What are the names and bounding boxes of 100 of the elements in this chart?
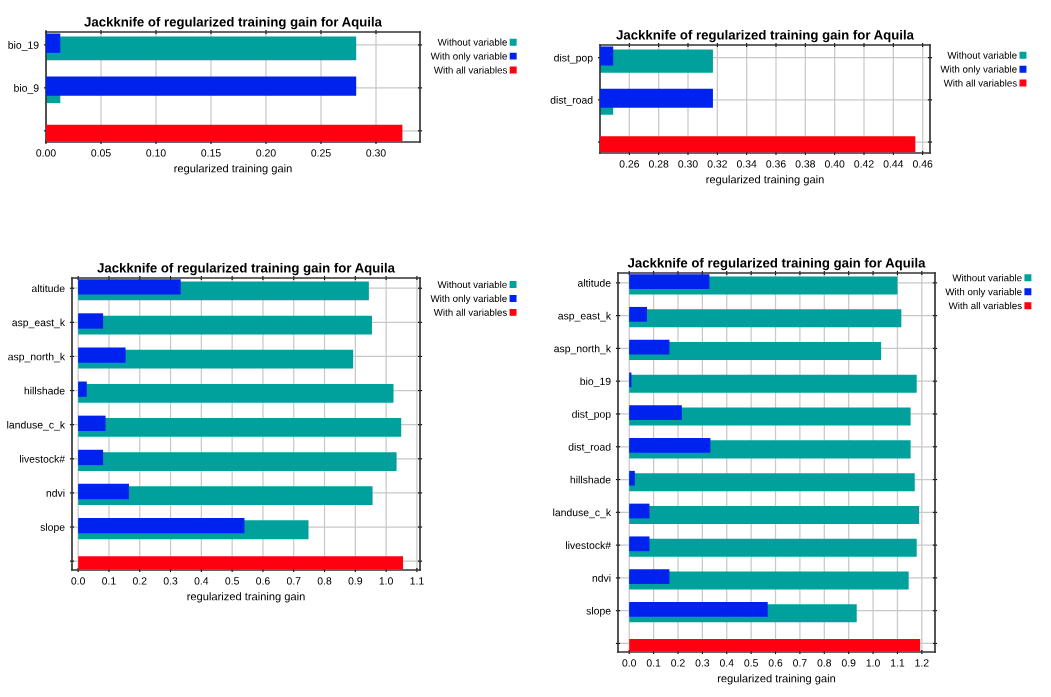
x-tick-label: 0.28 — [648, 160, 669, 168]
bar — [629, 374, 917, 393]
x-tick-label: 0.3 — [695, 659, 710, 667]
x-tick-label: 0.6 — [768, 659, 783, 667]
legend-label: With all variables — [943, 79, 1017, 87]
x-tick-label: 0.44 — [883, 160, 904, 168]
legend-label: With only variable — [940, 65, 1017, 75]
legend-label: Without variable — [437, 280, 507, 289]
x-tick-label: 0.3 — [163, 577, 178, 585]
x-tick-label: 1.0 — [379, 577, 393, 585]
x-tick-label: 0.9 — [348, 577, 363, 585]
x-tick-label: 0.9 — [841, 659, 856, 667]
legend-label: With only variable — [430, 52, 507, 62]
x-tick-label: 0.30 — [366, 149, 386, 157]
x-axis-title: regularized training gain — [174, 164, 292, 175]
bar — [629, 438, 711, 453]
x-tick-label: 0.8 — [817, 659, 832, 667]
x-tick-label: 1.0 — [866, 659, 880, 667]
y-tick-label: landuse_c_k — [7, 420, 66, 431]
bar — [629, 569, 670, 584]
bar — [46, 124, 403, 142]
bar — [78, 449, 104, 466]
legend-label: With all variables — [433, 308, 507, 316]
y-tick-label: ndvi — [46, 489, 65, 497]
x-tick-label: 0.46 — [912, 160, 933, 168]
bar — [629, 503, 650, 519]
chart-title: Jackknife of regularized training gain for Aquila — [616, 29, 915, 43]
legend-label: Without variable — [947, 51, 1017, 59]
x-axis-title: regularized training gain — [717, 674, 836, 685]
x-tick-label: 0.6 — [256, 577, 270, 585]
y-tick-label: hillshade — [570, 475, 611, 484]
legend-label: With only variable — [945, 288, 1022, 298]
x-tick-label: 1.1 — [891, 659, 905, 667]
x-tick-label: 0.34 — [736, 160, 757, 168]
bar — [46, 36, 357, 61]
x-tick-label: 0.05 — [91, 149, 111, 157]
bar — [629, 536, 650, 552]
legend-label: Without variable — [437, 38, 507, 46]
y-tick-label: asp_east_k — [558, 311, 612, 322]
bar — [629, 473, 915, 492]
bar — [78, 517, 245, 534]
x-tick-label: 0.32 — [707, 160, 727, 168]
legend-label: With all variables — [433, 66, 507, 74]
bar — [629, 470, 635, 486]
x-tick-label: 0.36 — [766, 160, 786, 168]
y-tick-label: asp_north_k — [554, 344, 612, 355]
x-tick-label: 0.0 — [71, 577, 85, 585]
legend-label: With only variable — [430, 294, 507, 304]
x-tick-label: 0.26 — [619, 160, 640, 168]
y-tick-label: dist_pop — [554, 53, 593, 64]
y-tick-label: bio_19 — [580, 377, 611, 388]
bar — [46, 76, 357, 96]
bar — [629, 309, 902, 328]
bar — [629, 638, 921, 652]
bar — [629, 306, 648, 322]
y-tick-label: bio_9 — [14, 84, 39, 94]
y-tick-label: asp_east_k — [12, 318, 66, 329]
bar — [629, 339, 670, 355]
bar — [78, 415, 106, 431]
x-tick-label: 0.1 — [646, 659, 661, 667]
bar — [78, 452, 397, 471]
bar — [629, 274, 710, 289]
bar — [629, 405, 682, 421]
x-tick-label: 0.25 — [311, 149, 331, 157]
bar — [78, 279, 181, 295]
x-axis-title: regularized training gain — [187, 592, 305, 603]
bar — [78, 347, 126, 363]
chart-title: Jackknife of regularized training gain for Aquila — [627, 257, 926, 271]
y-tick-label: livestock# — [566, 541, 612, 549]
y-tick-label: slope — [40, 523, 65, 533]
bar — [78, 381, 87, 397]
y-tick-label: altitude — [31, 284, 65, 293]
x-tick-label: 0.4 — [719, 659, 734, 667]
x-tick-label: 0.2 — [132, 577, 147, 585]
bar — [629, 602, 768, 617]
y-tick-label: livestock# — [20, 455, 66, 463]
y-tick-label: ndvi — [592, 574, 611, 582]
x-tick-label: 0.0 — [622, 659, 637, 667]
x-tick-label: 0.10 — [146, 149, 166, 157]
y-tick-label: bio_19 — [8, 41, 39, 51]
x-tick-label: 0.8 — [317, 577, 332, 585]
x-tick-label: 0.1 — [102, 577, 116, 585]
x-tick-label: 0.7 — [286, 577, 301, 585]
y-tick-label: altitude — [577, 279, 611, 287]
bar — [78, 313, 104, 329]
y-tick-label: dist_road — [550, 96, 593, 106]
bar — [78, 315, 372, 335]
x-tick-label: 0.20 — [256, 149, 276, 157]
bar — [629, 538, 917, 557]
bar — [78, 556, 404, 570]
bar — [78, 483, 129, 500]
x-tick-label: 0.5 — [225, 577, 239, 585]
y-tick-label: asp_north_k — [8, 352, 66, 363]
bar — [78, 418, 402, 437]
chart-title: Jackknife of regularized training gain for Aquila — [97, 262, 396, 276]
x-tick-label: 1.2 — [915, 659, 929, 667]
x-tick-label: 0.40 — [824, 160, 845, 168]
x-tick-label: 0.15 — [201, 149, 221, 157]
x-tick-label: 0.00 — [36, 149, 56, 157]
chart-title: Jackknife of regularized training gain for Aquila — [84, 16, 383, 30]
